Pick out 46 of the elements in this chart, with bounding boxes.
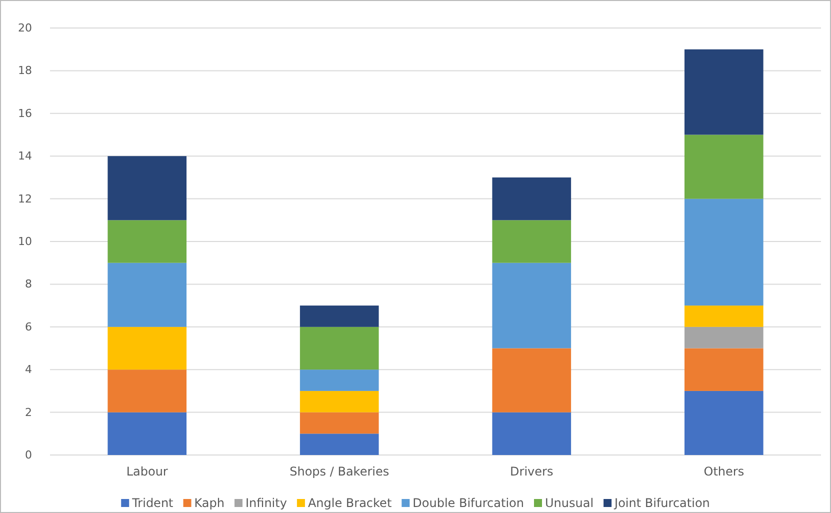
x-tick-label: Drivers <box>510 464 554 479</box>
bar <box>492 348 572 412</box>
x-tick-label: Others <box>704 464 744 479</box>
y-tick-label: 4 <box>25 363 32 376</box>
legend-label: Trident <box>131 496 174 510</box>
bar <box>492 412 572 455</box>
y-tick-label: 8 <box>25 278 32 291</box>
bar <box>300 370 379 391</box>
x-tick-label: Labour <box>126 464 168 479</box>
bar <box>684 306 764 327</box>
bar <box>300 306 379 327</box>
y-tick-label: 12 <box>18 192 32 206</box>
bar <box>108 156 187 220</box>
legend-label: Unusual <box>545 496 594 510</box>
bar <box>492 262 572 348</box>
legend-label: Infinity <box>246 496 287 510</box>
bar <box>492 177 572 220</box>
bar <box>108 370 187 412</box>
bar <box>300 412 379 434</box>
legend-label: Double Bifurcation <box>412 496 524 510</box>
bar <box>300 326 379 370</box>
bar <box>684 348 764 391</box>
y-tick-label: 18 <box>18 64 32 78</box>
bar <box>108 412 187 455</box>
bar <box>684 198 764 306</box>
y-tick-label: 20 <box>18 22 32 35</box>
bar <box>300 434 379 455</box>
bar <box>108 220 187 263</box>
bar <box>684 326 764 348</box>
legend-label: Angle Bracket <box>308 496 392 510</box>
y-tick-label: 14 <box>18 150 32 163</box>
y-tick-label: 2 <box>25 406 32 419</box>
y-tick-label: 0 <box>25 448 32 462</box>
bar <box>300 390 379 412</box>
legend-label: Kaph <box>194 496 224 510</box>
bar <box>684 134 764 199</box>
legend-label: Joint Bifurcation <box>614 496 710 510</box>
y-tick-label: 6 <box>25 320 32 334</box>
bar <box>684 49 764 135</box>
bar <box>684 390 764 455</box>
bar <box>492 220 572 263</box>
bar <box>108 326 187 370</box>
bar <box>108 262 187 327</box>
y-tick-label: 16 <box>18 106 32 120</box>
x-tick-label: Shops / Bakeries <box>290 464 390 479</box>
y-tick-label: 10 <box>18 235 32 248</box>
